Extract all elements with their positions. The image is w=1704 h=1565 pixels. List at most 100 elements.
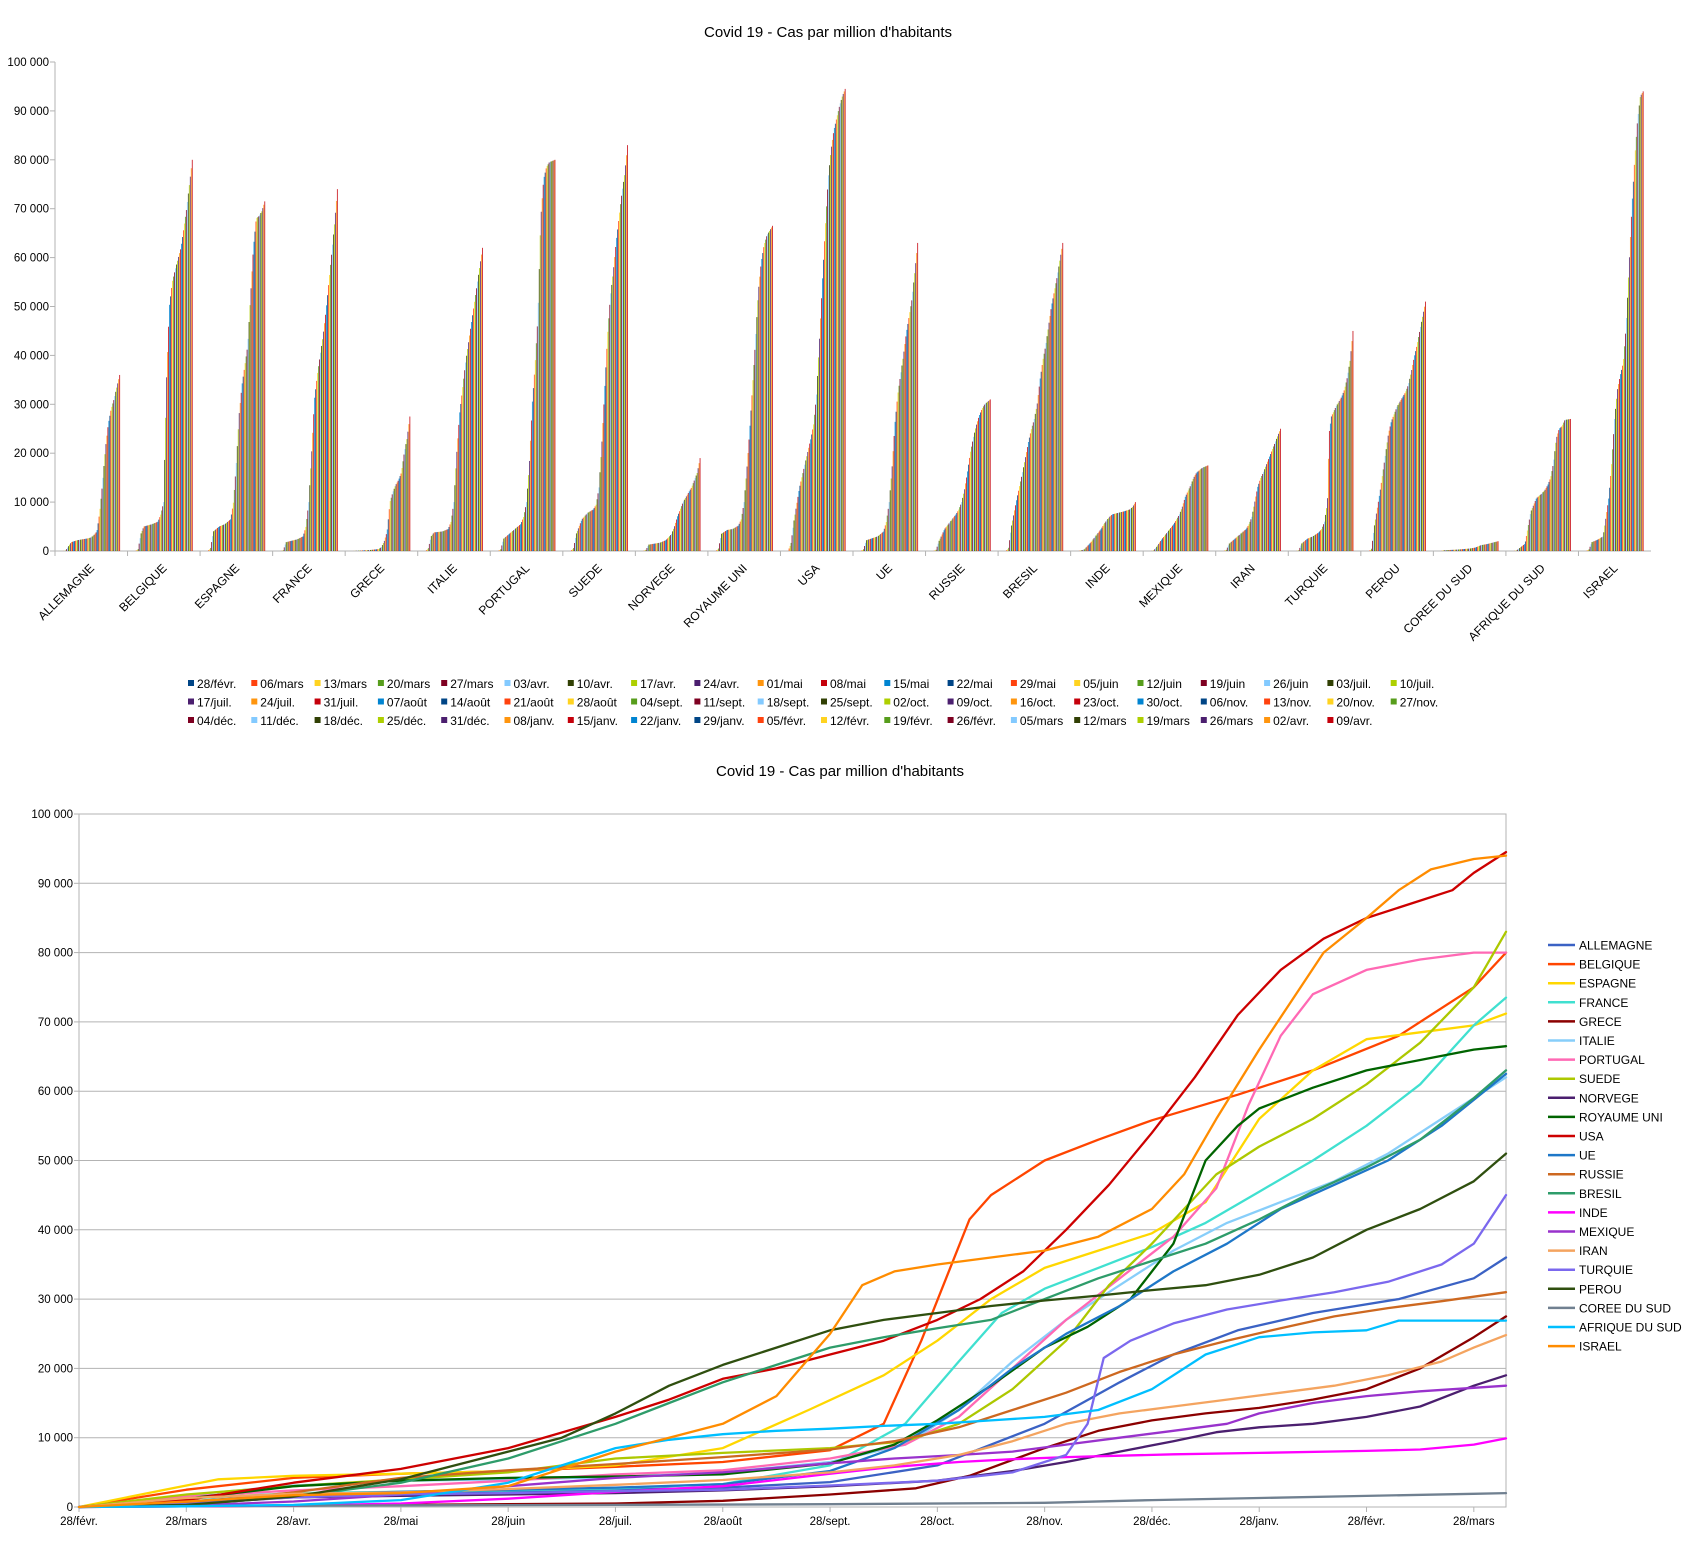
bar	[240, 392, 242, 551]
bar	[112, 403, 114, 551]
bar	[952, 518, 954, 551]
legend-swatch	[1264, 680, 1271, 686]
bar	[143, 526, 145, 551]
bar	[772, 225, 773, 551]
bar	[538, 269, 540, 551]
bar	[257, 217, 259, 552]
bar	[547, 164, 549, 551]
bar	[190, 168, 192, 552]
bar	[534, 360, 536, 551]
bar	[753, 365, 755, 551]
bar	[283, 547, 285, 551]
bar	[231, 508, 233, 551]
legend-swatch	[631, 680, 638, 686]
bar	[334, 212, 336, 551]
bar	[1022, 472, 1023, 551]
legend-label: 17/juil.	[197, 696, 232, 710]
bar	[291, 540, 293, 551]
bar	[590, 510, 592, 551]
bar	[1622, 365, 1623, 551]
bar	[886, 515, 888, 551]
bar	[282, 550, 284, 551]
bar	[77, 539, 79, 551]
bar	[1522, 545, 1523, 551]
bar	[1332, 412, 1334, 551]
bar	[158, 519, 160, 551]
bar	[968, 464, 969, 551]
bar	[522, 519, 523, 551]
bar	[900, 372, 902, 551]
bar	[225, 523, 226, 551]
bar	[1060, 254, 1062, 552]
bar	[150, 524, 152, 551]
bar	[1041, 365, 1043, 551]
bar	[103, 466, 105, 551]
bar	[224, 524, 225, 551]
series-line	[77, 1437, 1508, 1509]
bar	[218, 527, 219, 551]
legend-label: ESPAGNE	[1579, 977, 1636, 991]
bar	[877, 535, 879, 551]
bar	[285, 542, 287, 551]
bar	[1191, 481, 1193, 551]
bar	[372, 549, 373, 551]
legend-swatch	[694, 680, 701, 686]
bar	[969, 457, 970, 551]
x-tick-label: 28/févr.	[1348, 1516, 1386, 1528]
bar	[601, 441, 603, 551]
bar	[834, 123, 836, 551]
bar	[657, 543, 659, 551]
bar	[429, 539, 431, 551]
bar	[182, 237, 183, 551]
bar	[1056, 278, 1058, 551]
bar	[873, 537, 874, 551]
bar	[747, 453, 749, 551]
bar	[1195, 473, 1197, 551]
legend-swatch	[188, 717, 194, 723]
bar	[250, 288, 252, 551]
bar	[1316, 533, 1317, 551]
bar	[578, 525, 580, 551]
bar	[673, 528, 674, 551]
bar	[682, 501, 684, 551]
bar	[1607, 505, 1609, 551]
bar	[532, 388, 534, 551]
bar	[1127, 510, 1128, 551]
bar	[83, 538, 85, 551]
bar	[754, 349, 756, 551]
bar	[871, 538, 872, 551]
bar	[444, 530, 446, 551]
bar	[184, 216, 186, 552]
bar	[1082, 549, 1084, 551]
bar	[1521, 546, 1522, 551]
bar	[1156, 546, 1158, 551]
bar	[1313, 535, 1314, 551]
bar	[1176, 519, 1177, 551]
bar	[99, 508, 101, 551]
bar	[109, 415, 111, 551]
bar	[263, 204, 265, 552]
legend-label: 06/nov.	[1210, 696, 1248, 710]
legend-swatch	[1010, 717, 1017, 723]
bar	[1276, 438, 1277, 551]
bar	[1250, 519, 1252, 551]
bar	[1385, 449, 1387, 551]
bar	[319, 359, 321, 551]
bar	[457, 438, 459, 551]
legend-label: 22/janv.	[640, 714, 681, 728]
bar	[1333, 410, 1335, 551]
bar	[582, 517, 584, 551]
bar	[72, 541, 73, 551]
bar	[1198, 470, 1200, 551]
bar	[892, 451, 894, 551]
bar	[186, 201, 188, 551]
bar	[768, 232, 770, 551]
bar	[694, 478, 696, 551]
x-tick-label: 28/sept.	[810, 1516, 851, 1528]
bar	[1481, 544, 1483, 551]
bar	[742, 508, 744, 551]
bar	[755, 333, 757, 551]
bar	[1323, 524, 1324, 551]
bar	[1344, 386, 1346, 551]
bar	[604, 385, 606, 551]
